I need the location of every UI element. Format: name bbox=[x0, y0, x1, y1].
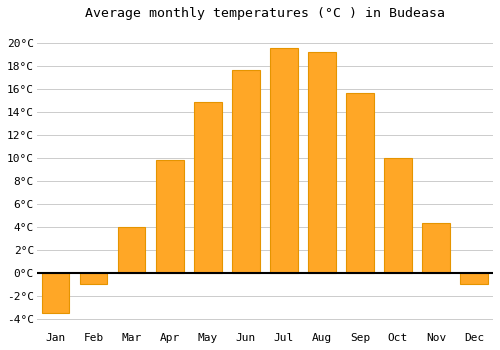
Title: Average monthly temperatures (°C ) in Budeasa: Average monthly temperatures (°C ) in Bu… bbox=[85, 7, 445, 20]
Bar bbox=[460, 273, 487, 284]
Bar bbox=[308, 52, 336, 273]
Bar bbox=[384, 158, 411, 273]
Bar bbox=[422, 223, 450, 273]
Bar bbox=[156, 160, 184, 273]
Bar bbox=[194, 103, 222, 273]
Bar bbox=[232, 70, 260, 273]
Bar bbox=[42, 273, 70, 313]
Bar bbox=[80, 273, 108, 284]
Bar bbox=[270, 48, 297, 273]
Bar bbox=[346, 93, 374, 273]
Bar bbox=[118, 227, 146, 273]
